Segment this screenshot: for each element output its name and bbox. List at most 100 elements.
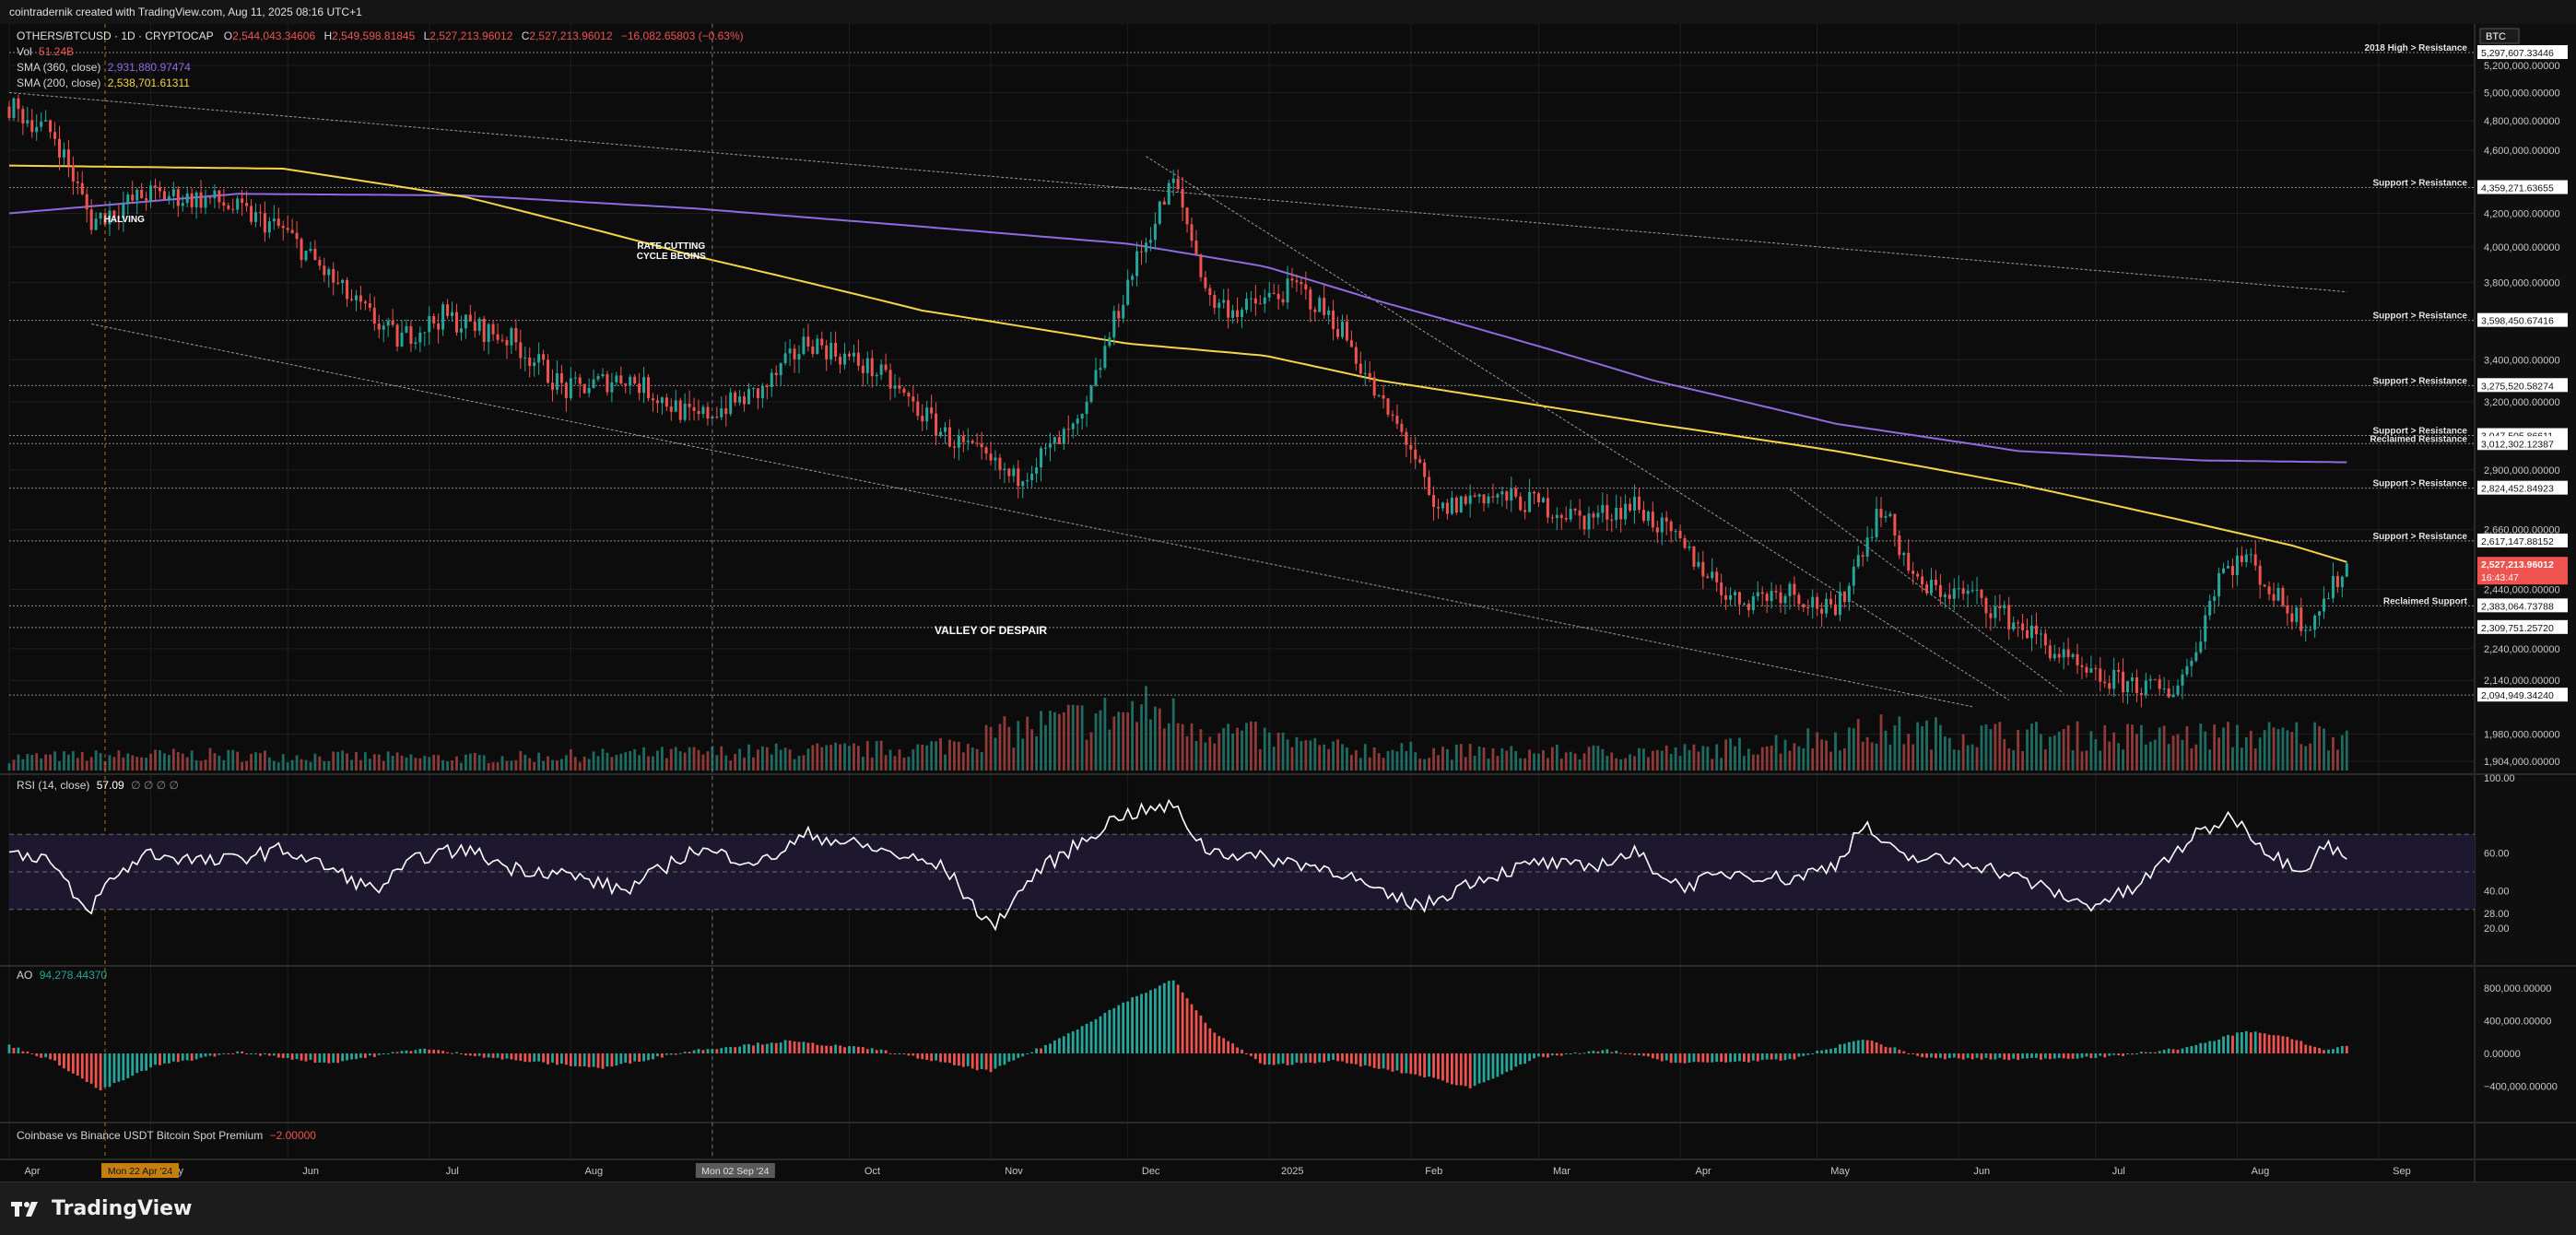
volume-bar [1217,733,1221,770]
volume-bar [1523,758,1527,770]
volume-bar [2194,744,2198,770]
candle-body [1655,527,1659,533]
candle-body [1213,295,1217,309]
volume-bar [1044,724,1047,770]
volume-bar [1569,751,1572,770]
ao-bar [1272,1053,1276,1065]
candle-body [1199,254,1203,277]
level-label: Support > Resistance [2372,532,2467,542]
candle-body [1281,299,1285,303]
ao-bar [2286,1036,2289,1053]
ao-bar [2176,1049,2180,1053]
volume-bar [961,752,965,770]
candle-body [1606,504,1609,520]
candle-body [245,203,249,206]
ao-bar [1076,1029,1079,1053]
volume-bar [510,760,513,770]
candle-body [2208,600,2212,616]
candle-body [701,406,705,415]
low-value: 2,527,213.96012 [429,29,513,42]
ao-bar [1057,1038,1061,1053]
ao-bar [1071,1031,1075,1053]
volume-bar [1624,758,1628,770]
ao-bar [505,1053,509,1059]
candle-body [176,189,180,206]
volume-bar [729,760,733,770]
volume-bar [1546,758,1549,770]
volume-bar [1126,712,1130,770]
volume-bar [893,756,897,770]
volume-bar [231,749,235,770]
ao-bar [204,1053,207,1057]
ao-bar [2181,1048,2184,1053]
ao-bar [12,1048,16,1053]
volume-bar [619,753,623,770]
volume-bar [1318,745,1322,770]
candle-body [218,190,221,203]
candle-body [2235,555,2239,575]
candle-body [1432,494,1436,508]
volume-bar [2094,739,2098,770]
volume-bar [724,755,728,770]
candle-body [300,239,303,261]
volume-bar [953,741,956,770]
volume-bar [1400,743,1404,770]
ao-bar [1980,1053,1983,1060]
ao-bar [1624,1053,1628,1054]
sma360-legend: SMA (360, close) 2,931,880.97474 [17,61,191,74]
candle-body [1089,385,1093,402]
volume-bar [601,748,605,770]
volume-bar [2208,749,2212,770]
candle-body [743,396,747,405]
candle-body [30,120,34,133]
candle-body [2034,625,2038,635]
volume-bar [1227,723,1230,770]
ao-bar [2085,1053,2088,1057]
volume-bar [94,750,98,770]
ao-bar [2240,1031,2243,1053]
candle-body [2290,613,2294,622]
candle-body [582,383,586,394]
cursor2-date-tag-bg [695,1163,775,1178]
ao-bar [377,1053,381,1055]
volume-bar [930,741,934,770]
ao-bar [573,1053,577,1066]
candle-body [1934,580,1937,585]
ao-tick-label: 800,000.00000 [2484,983,2551,994]
candle-body [1345,322,1348,341]
level-tag-bg [2477,436,2568,451]
candle-body [2313,615,2317,630]
cursor-date-tag: Mon 22 Apr '24 [108,1166,172,1177]
volume-bar [2253,748,2257,770]
volume-bar [1062,712,1065,770]
ao-bar [1692,1053,1696,1063]
volume-bar [2089,731,2093,770]
candle-body [783,353,787,364]
ao-bar [313,1053,317,1064]
ao-bar [688,1052,691,1053]
volume-bar [1980,725,1983,770]
ao-bar [1477,1053,1481,1084]
volume-bar [2340,735,2344,770]
volume-bar [770,754,773,770]
volume-bar [2295,722,2299,770]
tradingview-logo[interactable]: TradingView [11,1197,192,1220]
volume-bar [1066,704,1070,770]
candle-body [1930,580,1934,594]
candle-body [1555,514,1559,519]
candle-body [1747,603,1750,611]
candle-body [1601,504,1605,513]
ao-bar [2066,1053,2070,1059]
candle-body [1057,437,1061,444]
level-tag: 2,383,064.73788 [2481,601,2554,612]
candle-body [720,407,723,418]
volume-bar [2199,723,2203,770]
time-tick-label: Jun [1973,1166,1990,1177]
candle-body [487,323,490,343]
candle-body [1300,281,1303,285]
candle-body [774,372,778,376]
candle-body [655,400,659,404]
trendline [1146,156,2009,700]
candle-body [989,453,993,461]
